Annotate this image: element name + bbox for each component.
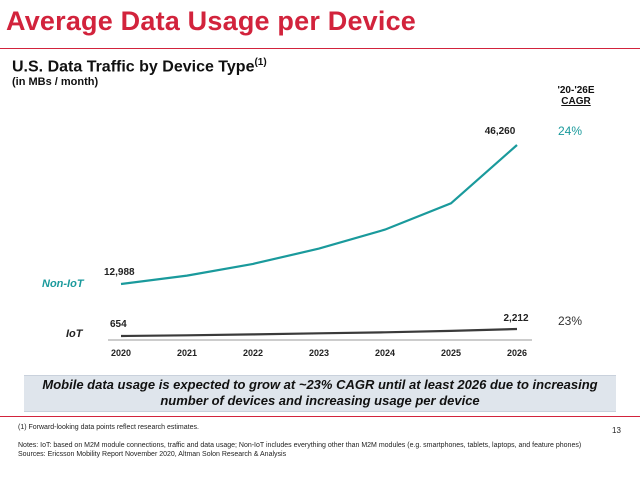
- notes-text: Notes: IoT: based on M2M module connecti…: [18, 442, 582, 449]
- x-tick-label-2021: 2021: [177, 348, 197, 358]
- data-label-iot-2026: 2,212: [503, 313, 528, 324]
- page-number: 13: [612, 426, 621, 435]
- x-tick-label-2023: 2023: [309, 348, 329, 358]
- x-tick-label-2022: 2022: [243, 348, 263, 358]
- cagr-non-iot: 24%: [557, 124, 583, 138]
- cagr-header: '20-'26E CAGR: [548, 85, 604, 107]
- chart-subtitle: (in MBs / month): [12, 76, 99, 88]
- data-label-non-iot-2020: 12,988: [104, 267, 135, 278]
- x-tick-label-2025: 2025: [441, 348, 461, 358]
- series-label-iot: IoT: [66, 328, 84, 340]
- x-tick-label-2026: 2026: [507, 348, 527, 358]
- series-label-non-iot: Non-IoT: [42, 278, 85, 290]
- chart-title-text: U.S. Data Traffic by Device Type: [12, 58, 255, 76]
- cagr-header-label: CAGR: [561, 96, 591, 107]
- cagr-iot: 23%: [557, 314, 583, 328]
- title-divider: [0, 48, 640, 49]
- series-line-non-iot: [120, 144, 518, 286]
- slide-title: Average Data Usage per Device: [6, 6, 417, 36]
- notes-block: Notes: IoT: based on M2M module connecti…: [18, 441, 618, 459]
- series-line-iot: [120, 327, 518, 338]
- footnote-1: (1) Forward-looking data points reflect …: [18, 424, 199, 431]
- data-label-iot-2020: 654: [110, 319, 127, 330]
- sources-text: Sources: Ericsson Mobility Report Novemb…: [18, 451, 287, 458]
- data-label-non-iot-2026: 46,260: [485, 126, 516, 137]
- footer-divider: [0, 416, 640, 417]
- key-takeaway-callout: Mobile data usage is expected to grow at…: [24, 375, 616, 412]
- cagr-header-period: '20-'26E: [557, 85, 595, 96]
- x-tick-label-2020: 2020: [111, 348, 131, 358]
- chart-title: U.S. Data Traffic by Device Type(1): [12, 57, 267, 76]
- chart-title-footnote-ref: (1): [254, 57, 267, 68]
- x-tick-label-2024: 2024: [375, 348, 395, 358]
- line-chart: 2020 2021 2022 2023 2024 2025 2026 12,988 46,260…: [42, 126, 532, 358]
